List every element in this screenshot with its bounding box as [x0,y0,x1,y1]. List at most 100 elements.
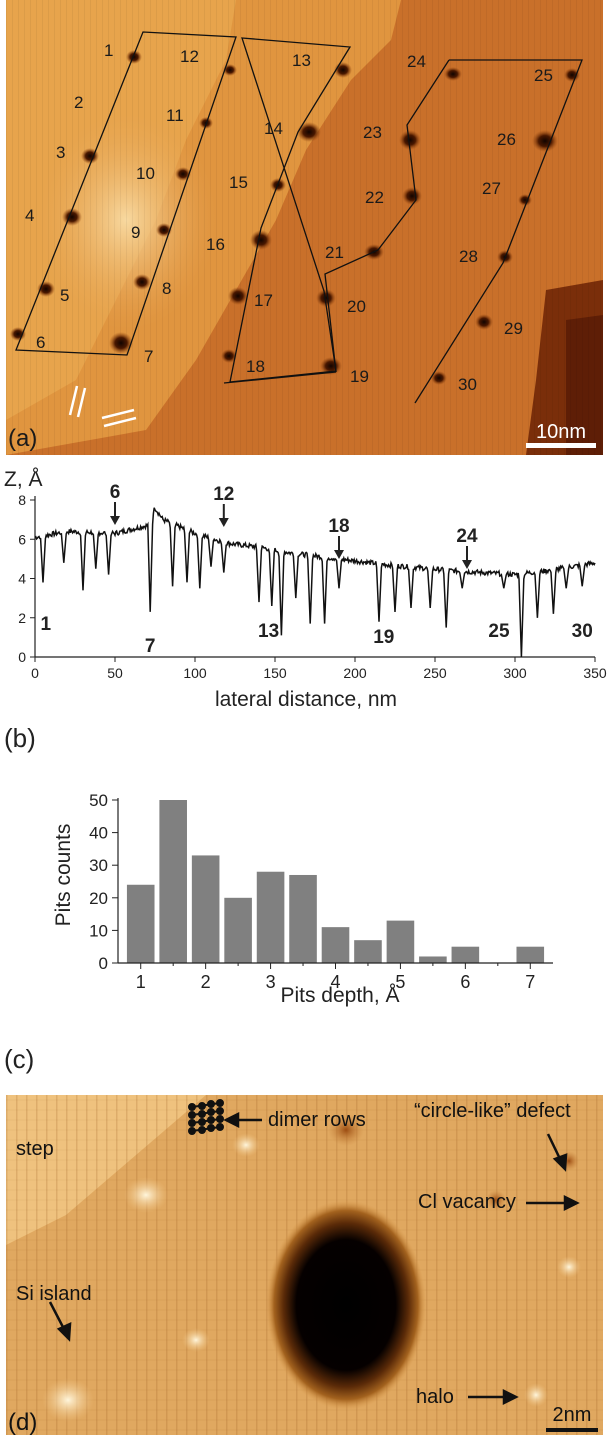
scale-bar-d [546,1428,598,1432]
histogram-bar [159,800,187,963]
scale-bar-a [526,443,596,448]
chart-c-ytick-label: 10 [89,921,108,940]
chart-b-ytick-label: 0 [18,649,26,665]
pit-label: 30 [458,375,477,394]
pit-label: 2 [74,93,83,112]
chart-b-arrow-head [334,550,344,559]
pit-label: 17 [254,291,273,310]
pit-label: 10 [136,164,155,183]
profile-line [34,507,596,658]
chart-b-pit-label: 1 [41,614,52,635]
chart-c-xtick-label: 5 [395,972,405,992]
chart-b-pit-label: 30 [572,621,593,642]
histogram-bar [354,940,382,963]
pit-label: 20 [347,297,366,316]
pit-label: 26 [497,130,516,149]
chart-b-xlabel: lateral distance, nm [215,688,397,711]
chart-c-ytick-label: 0 [99,954,108,973]
chart-b-xtick-label: 50 [107,665,123,681]
chart-b-xtick-label: 300 [503,665,527,681]
pit-label: 29 [504,319,523,338]
line-profile-chart: Z, Å 0 2 4 6 8 0 50 100 150 200 250 300 350 6 12 18 24 … [0,460,609,760]
halo-label: halo [416,1386,454,1408]
histogram-bar [419,956,447,963]
chart-b-arrow-head [110,516,120,525]
pit-label: 23 [363,123,382,142]
histogram-bar [191,855,220,963]
row-direction-markers [68,385,137,428]
chart-b-xtick-label: 100 [183,665,207,681]
chart-b-pit-label: 19 [373,627,394,648]
step-label: step [16,1138,54,1160]
pit-label: 1 [104,41,113,60]
dimer-rows-label: dimer rows [268,1109,366,1131]
chart-b-arrow-label: 6 [110,482,121,503]
chart-b-xtick-label: 250 [423,665,447,681]
histogram-bars [126,800,545,963]
histogram-bar [451,946,480,963]
cl-vacancy-label: Cl vacancy [418,1191,516,1213]
outline-regions [15,31,583,404]
histogram-bar [289,874,317,963]
pit-label: 16 [206,235,225,254]
panel-label-c: (c) [4,1044,34,1074]
chart-c-xtick-label: 1 [136,972,146,992]
pit-label: 13 [292,51,311,70]
chart-b-arrow-label: 18 [328,516,349,537]
chart-c-ytick-label: 40 [89,824,108,843]
pit-label: 15 [229,173,248,192]
pit-label: 19 [350,367,369,386]
chart-c-xtick-label: 3 [266,972,276,992]
pit-label: 12 [180,47,199,66]
pit-label: 8 [162,279,171,298]
pit-label: 6 [36,333,45,352]
histogram-bar [386,920,415,963]
histogram-svg: 0 10 20 30 40 50 1 2 3 4 5 6 7 Pits counts Pits dept… [4,791,553,1074]
histogram-bar [516,946,545,963]
annotation-arrows [48,1111,580,1406]
chart-b-ytick-label: 8 [18,492,26,508]
pit-label: 25 [534,66,553,85]
panel-label-a: (a) [8,425,37,452]
pit-label: 5 [60,286,69,305]
panel-label-d: (d) [8,1409,37,1435]
histogram-chart: 0 10 20 30 40 50 1 2 3 4 5 6 7 Pits counts Pits dept… [0,770,609,1100]
chart-b-xtick-label: 350 [583,665,607,681]
chart-c-xtick-label: 7 [525,972,535,992]
chart-b-ytick-label: 2 [18,610,26,626]
pit-label: 22 [365,188,384,207]
chart-b-arrow-head [462,560,472,569]
pit-label: 27 [482,179,501,198]
histogram-bar [321,927,350,963]
dimer-rows-model [188,1099,224,1135]
chart-b-ytick-label: 6 [18,531,26,547]
chart-b-arrow-head [218,518,229,527]
chart-c-xlabel: Pits depth, Å [280,984,399,1007]
pit-label: 4 [25,206,34,225]
pit-label: 14 [264,119,283,138]
chart-c-xtick-label: 6 [460,972,470,992]
pit-label: 3 [56,143,65,162]
circle-defect-label: “circle-like” defect [414,1100,571,1122]
stm-image-a-svg: 10nm 1 2 3 4 5 6 7 8 9 10 11 12 13 14 15… [6,0,603,455]
scale-bar-d-label: 2nm [553,1404,592,1426]
chart-c-xtick-label: 2 [201,972,211,992]
pit-number-labels: 1 2 3 4 5 6 7 8 9 10 11 12 13 14 15 16 1… [25,41,553,394]
chart-b-xtick-label: 150 [263,665,287,681]
chart-b-xtick-label: 0 [31,665,39,681]
pit-label: 28 [459,247,478,266]
chart-b-arrow-label: 24 [456,526,478,547]
chart-b-ytick-label: 4 [18,571,26,587]
stm-image-d: step dimer rows “circle-like” defect Cl … [6,1095,603,1436]
panel-label-b: (b) [4,723,36,753]
chart-b-pit-labels: 1 7 13 19 25 30 [41,614,593,657]
chart-c-ytick-label: 30 [89,856,108,875]
chart-b-arrow-label: 12 [213,484,234,505]
chart-c-xtick-label: 4 [330,972,340,992]
pit-label: 18 [246,357,265,376]
pit-label: 11 [166,106,184,125]
chart-b-pit-label: 7 [145,636,156,657]
stm-image-d-svg: step dimer rows “circle-like” defect Cl … [6,1095,603,1436]
